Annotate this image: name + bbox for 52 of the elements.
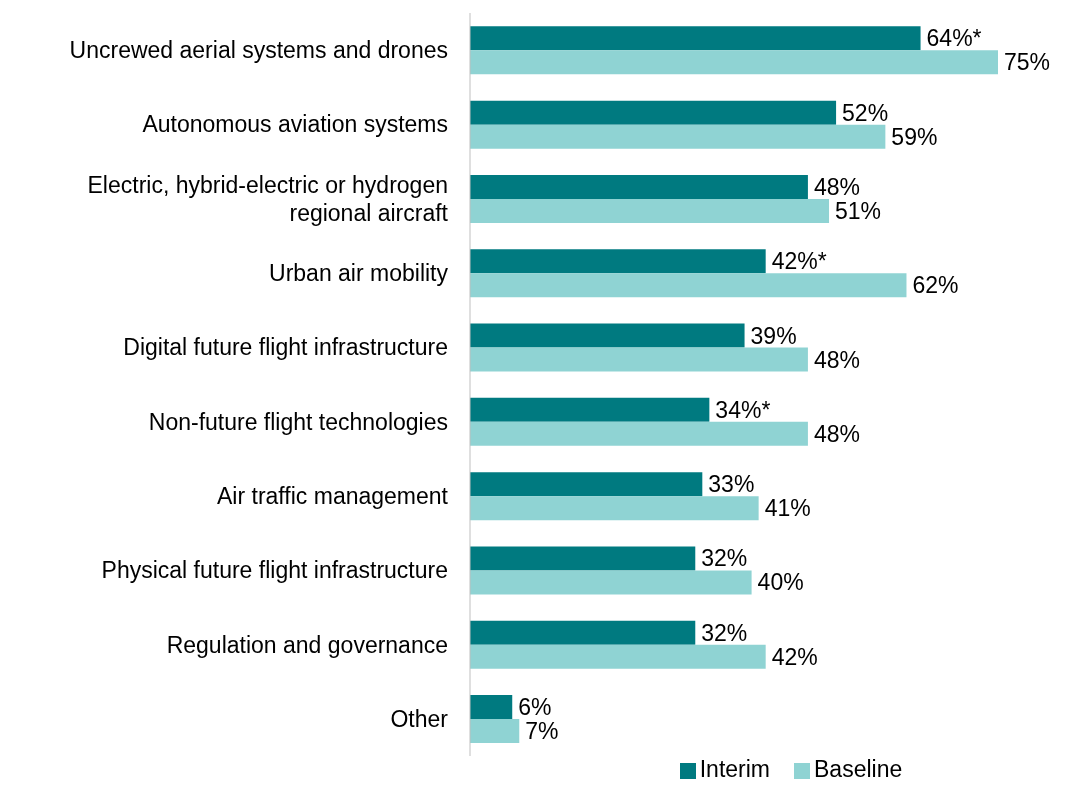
bar [470, 719, 520, 744]
bar [470, 26, 921, 51]
bar [470, 620, 696, 645]
bar [470, 273, 907, 298]
data-label: 59% [891, 123, 938, 150]
data-label: 48% [813, 346, 860, 373]
bar [470, 421, 808, 446]
y-tick-label: Uncrewed aerial systems and drones [69, 37, 448, 64]
data-label: 7% [525, 718, 559, 745]
bar [470, 124, 886, 149]
data-label: 6% [518, 694, 552, 721]
data-label: 52% [842, 99, 889, 126]
data-label: 51% [835, 197, 882, 224]
data-label: 48% [813, 173, 860, 200]
data-label: 42%* [771, 248, 827, 275]
bar [470, 695, 513, 720]
data-label: 34%* [715, 396, 771, 423]
data-label: 32% [701, 545, 748, 572]
y-tick-label: Electric, hybrid-electric or hydrogen regional aircraft [87, 171, 449, 226]
data-label: 42% [771, 643, 818, 670]
y-tick-label: Non-future flight technologies [148, 408, 448, 435]
y-tick-label: Air traffic management [217, 482, 449, 509]
data-label: 64%* [926, 25, 982, 52]
bar [470, 249, 766, 274]
y-tick-label: Regulation and governance [166, 631, 448, 658]
bar [470, 570, 752, 595]
data-label: 33% [708, 471, 755, 498]
y-tick-label: Physical future flight infrastructure [101, 557, 448, 584]
bar [470, 546, 696, 571]
bar [470, 472, 703, 497]
bar [470, 323, 745, 348]
bar [470, 174, 808, 199]
data-label: 39% [750, 322, 797, 349]
data-label: 41% [764, 495, 811, 522]
legend-label: Baseline [814, 756, 903, 782]
bar [470, 100, 837, 125]
bar [470, 397, 710, 422]
bar [470, 50, 998, 75]
y-tick-label: Autonomous aviation systems [142, 111, 448, 138]
data-label: 75% [1004, 49, 1051, 76]
data-label: 48% [813, 420, 860, 447]
data-label: 62% [912, 272, 959, 299]
data-label: 40% [757, 569, 804, 596]
legend-label: Interim [699, 756, 771, 782]
bar [470, 198, 830, 223]
bar [470, 644, 766, 669]
data-label: 32% [701, 619, 748, 646]
y-tick-label: Digital future flight infrastructure [123, 334, 448, 361]
y-tick-label: Other [390, 705, 449, 732]
y-tick-label: Urban air mobility [269, 260, 449, 287]
bar [470, 496, 759, 521]
bar [470, 347, 808, 372]
